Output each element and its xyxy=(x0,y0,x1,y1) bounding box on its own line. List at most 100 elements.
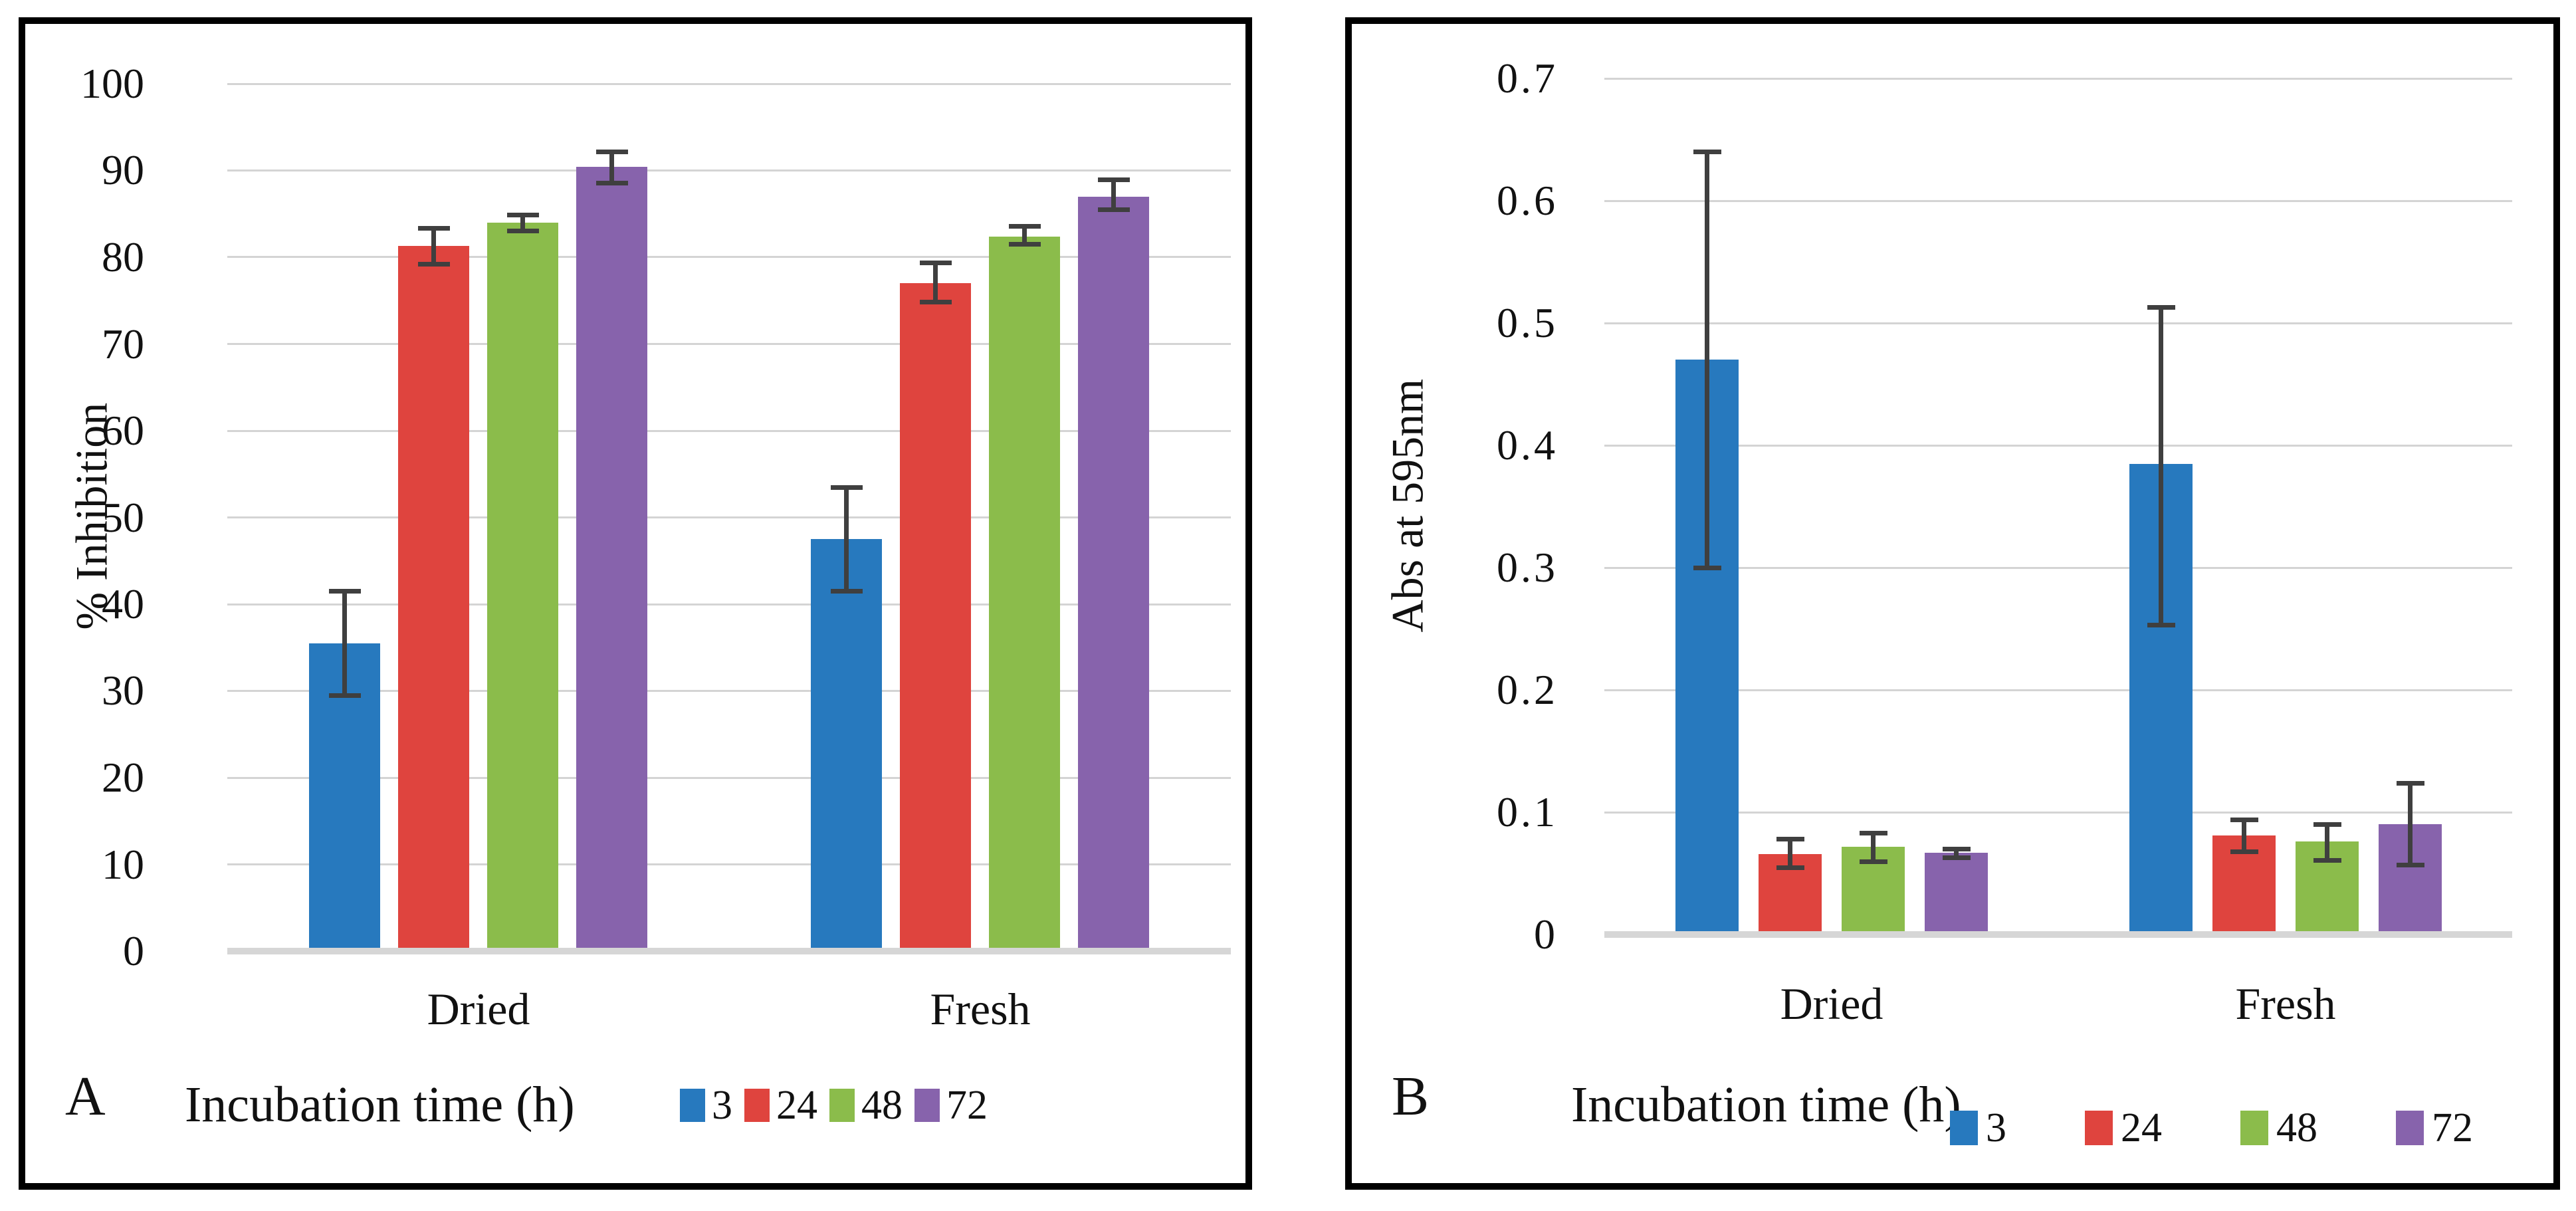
gridline xyxy=(227,430,1231,432)
y-tick-label: 80 xyxy=(102,233,144,280)
error-bar-cap-bottom xyxy=(920,300,952,304)
bar-dried-48h xyxy=(487,223,558,951)
error-bar-line xyxy=(1954,849,1959,857)
error-bar-cap-top xyxy=(2230,818,2258,822)
legend-item-24h: 24 xyxy=(2085,1107,2162,1149)
legend-swatch-48h xyxy=(2240,1111,2268,1145)
legend-title: Incubation time (h) xyxy=(1571,1077,1961,1133)
error-bar-cap-bottom xyxy=(1943,855,1971,860)
error-bar-cap-bottom xyxy=(329,693,361,698)
error-bar-line xyxy=(609,152,614,183)
y-tick-label: 0 xyxy=(1534,911,1558,958)
gridline xyxy=(227,169,1231,171)
y-tick-label: 50 xyxy=(102,494,144,541)
category-label-dried: Dried xyxy=(427,984,530,1034)
legend-item-3h: 3 xyxy=(1950,1107,2006,1149)
error-bar-cap-top xyxy=(920,261,952,265)
gridline xyxy=(227,256,1231,258)
error-bar-cap-bottom xyxy=(507,229,539,233)
error-bar-cap-bottom xyxy=(596,181,628,185)
error-bar-cap-top xyxy=(329,589,361,594)
category-label-fresh: Fresh xyxy=(930,984,1031,1034)
category-label-dried: Dried xyxy=(1780,978,1883,1029)
y-tick-label: 10 xyxy=(102,841,144,888)
error-bar-line xyxy=(2242,820,2246,851)
legend-swatch-3h xyxy=(1950,1111,1978,1145)
error-bar-cap-top xyxy=(418,226,450,231)
y-tick-label: 0.6 xyxy=(1497,177,1558,224)
bar-dried-72h xyxy=(1925,853,1988,935)
legend-swatch-72h xyxy=(914,1089,940,1122)
panel-a-bar-chart: Dried Fresh 0 10 20 30 40 50 60 70 80 90 100 % Inhibi… xyxy=(19,17,1252,1190)
legend-label-72h: 72 xyxy=(946,1083,988,1128)
error-bar-line xyxy=(2408,783,2413,865)
legend-item-48h: 48 xyxy=(2240,1107,2317,1149)
error-bar-cap-top xyxy=(831,485,863,490)
y-tick-label: 30 xyxy=(102,667,144,714)
error-bar-cap-bottom xyxy=(1009,242,1041,247)
y-tick-label: 100 xyxy=(80,60,144,107)
error-bar-line xyxy=(2159,307,2163,625)
error-bar-cap-bottom xyxy=(2313,858,2341,863)
legend-item-24h: 24 xyxy=(744,1085,817,1126)
error-bar-cap-top xyxy=(1098,177,1130,182)
gridline xyxy=(1604,689,2512,691)
legend-label-48h: 48 xyxy=(2276,1105,2317,1151)
legend-swatch-48h xyxy=(829,1089,855,1122)
legend-label-48h: 48 xyxy=(861,1083,903,1128)
gridline xyxy=(227,863,1231,865)
error-bar-cap-top xyxy=(1943,847,1971,851)
error-bar-cap-top xyxy=(2313,822,2341,827)
y-tick-label: 70 xyxy=(102,320,144,368)
legend-label-3h: 3 xyxy=(712,1083,732,1128)
legend-item-72h: 72 xyxy=(2396,1107,2473,1149)
error-bar-line xyxy=(2325,824,2329,860)
gridline xyxy=(1604,200,2512,202)
error-bar-line xyxy=(1705,152,1709,568)
gridline xyxy=(1604,812,2512,814)
bar-dried-24h xyxy=(398,246,469,951)
error-bar-cap-bottom xyxy=(1860,859,1887,864)
error-bar-cap-bottom xyxy=(418,262,450,267)
gridline xyxy=(227,777,1231,779)
error-bar-cap-top xyxy=(1860,831,1887,835)
y-tick-label: 60 xyxy=(102,407,144,454)
y-tick-label: 0.5 xyxy=(1497,299,1558,346)
legend-label-72h: 72 xyxy=(2432,1105,2473,1151)
bar-fresh-48h xyxy=(989,237,1060,951)
error-bar-cap-bottom xyxy=(831,589,863,594)
error-bar-cap-top xyxy=(596,150,628,154)
legend-swatch-3h xyxy=(680,1089,705,1122)
y-tick-label: 0.2 xyxy=(1497,666,1558,713)
error-bar-cap-bottom xyxy=(1776,865,1804,870)
legend-item-72h: 72 xyxy=(914,1085,988,1126)
panel-b-bar-chart: Dried Fresh 0 0.1 0.2 0.3 0.4 0.5 0.6 0.7 Abs at 5… xyxy=(1345,17,2560,1190)
error-bar-cap-bottom xyxy=(2147,623,2175,627)
error-bar-line xyxy=(1871,833,1876,861)
error-bar-cap-top xyxy=(2397,781,2424,786)
error-bar-cap-bottom xyxy=(1098,207,1130,212)
error-bar-line xyxy=(1788,839,1792,867)
error-bar-cap-top xyxy=(1009,224,1041,229)
gridline xyxy=(1604,567,2512,569)
error-bar-line xyxy=(520,215,525,231)
legend-label-24h: 24 xyxy=(2121,1105,2162,1151)
x-axis-baseline xyxy=(1604,931,2512,938)
plot-area xyxy=(1604,78,2512,938)
panel-letter: B xyxy=(1392,1065,1430,1127)
legend: 3 24 48 72 xyxy=(680,1085,988,1126)
gridline xyxy=(227,83,1231,85)
error-bar-line xyxy=(342,591,347,695)
y-tick-label: 20 xyxy=(102,754,144,801)
legend-swatch-24h xyxy=(744,1089,770,1122)
bar-fresh-24h xyxy=(900,283,971,951)
legend-item-3h: 3 xyxy=(680,1085,732,1126)
y-tick-label: 0.7 xyxy=(1497,55,1558,102)
error-bar-line xyxy=(933,263,938,302)
y-tick-label: 40 xyxy=(102,580,144,627)
legend-item-48h: 48 xyxy=(829,1085,903,1126)
error-bar-cap-bottom xyxy=(2397,863,2424,867)
error-bar-line xyxy=(431,228,436,264)
gridline xyxy=(227,690,1231,692)
